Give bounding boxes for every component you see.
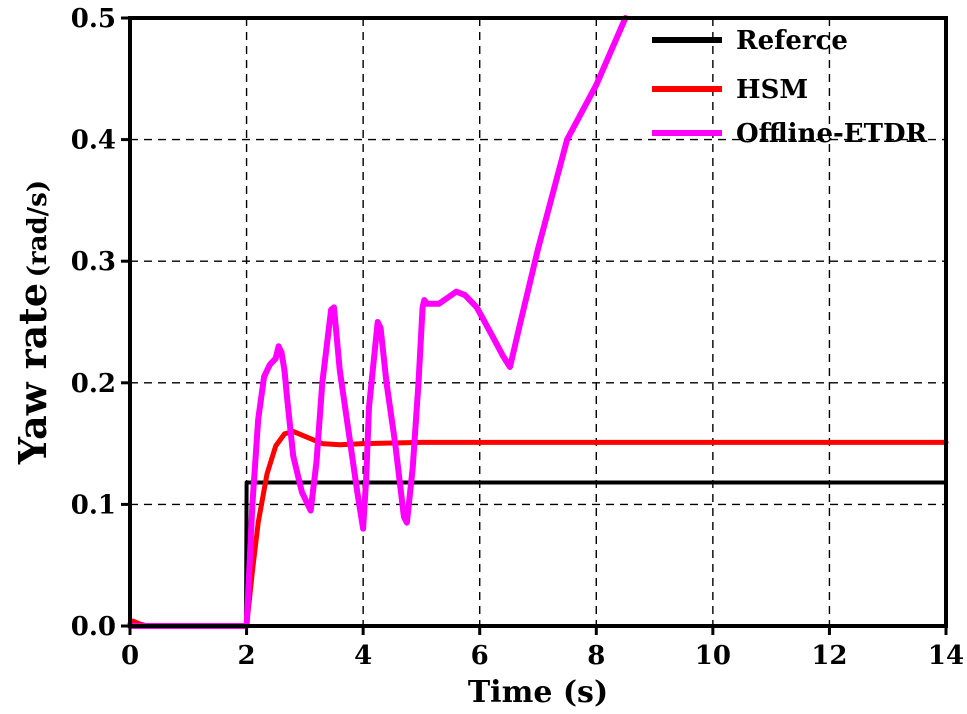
- series-line-offline-etdr: [127, 15, 629, 629]
- x-tick-label: 4: [354, 641, 372, 671]
- y-tick-label: 0.4: [71, 126, 116, 156]
- series-layer: [127, 15, 949, 629]
- y-tick-label: 0.2: [71, 369, 116, 399]
- x-tick-label: 12: [811, 641, 847, 671]
- y-axis-title: Yaw rate (rad/s): [10, 180, 55, 465]
- legend: Referce HSM Offline-ETDR: [652, 26, 928, 149]
- x-tick-label: 2: [238, 641, 256, 671]
- y-tick-label: 0.0: [71, 612, 116, 642]
- legend-label: Offline-ETDR: [736, 119, 928, 149]
- y-tick-label: 0.3: [71, 247, 116, 277]
- y-tick-label: 0.5: [71, 4, 116, 34]
- ticks: 0 2 4 6 8 10 12 14 0.0 0.1 0.2 0.3 0.4 0.5: [71, 4, 964, 671]
- x-tick-label: 8: [587, 641, 605, 671]
- plot-frame: [128, 16, 948, 628]
- x-tick-label: 10: [695, 641, 731, 671]
- x-tick-label: 14: [928, 641, 964, 671]
- y-tick-label: 0.1: [71, 490, 116, 520]
- y-axis-title-main: Yaw rate: [10, 283, 55, 465]
- y-axis-title-unit: (rad/s): [23, 180, 53, 277]
- legend-label: Referce: [736, 26, 848, 56]
- legend-label: HSM: [736, 75, 808, 105]
- x-axis-title: Time (s): [468, 675, 608, 710]
- x-tick-label: 6: [471, 641, 489, 671]
- x-tick-label: 0: [121, 641, 139, 671]
